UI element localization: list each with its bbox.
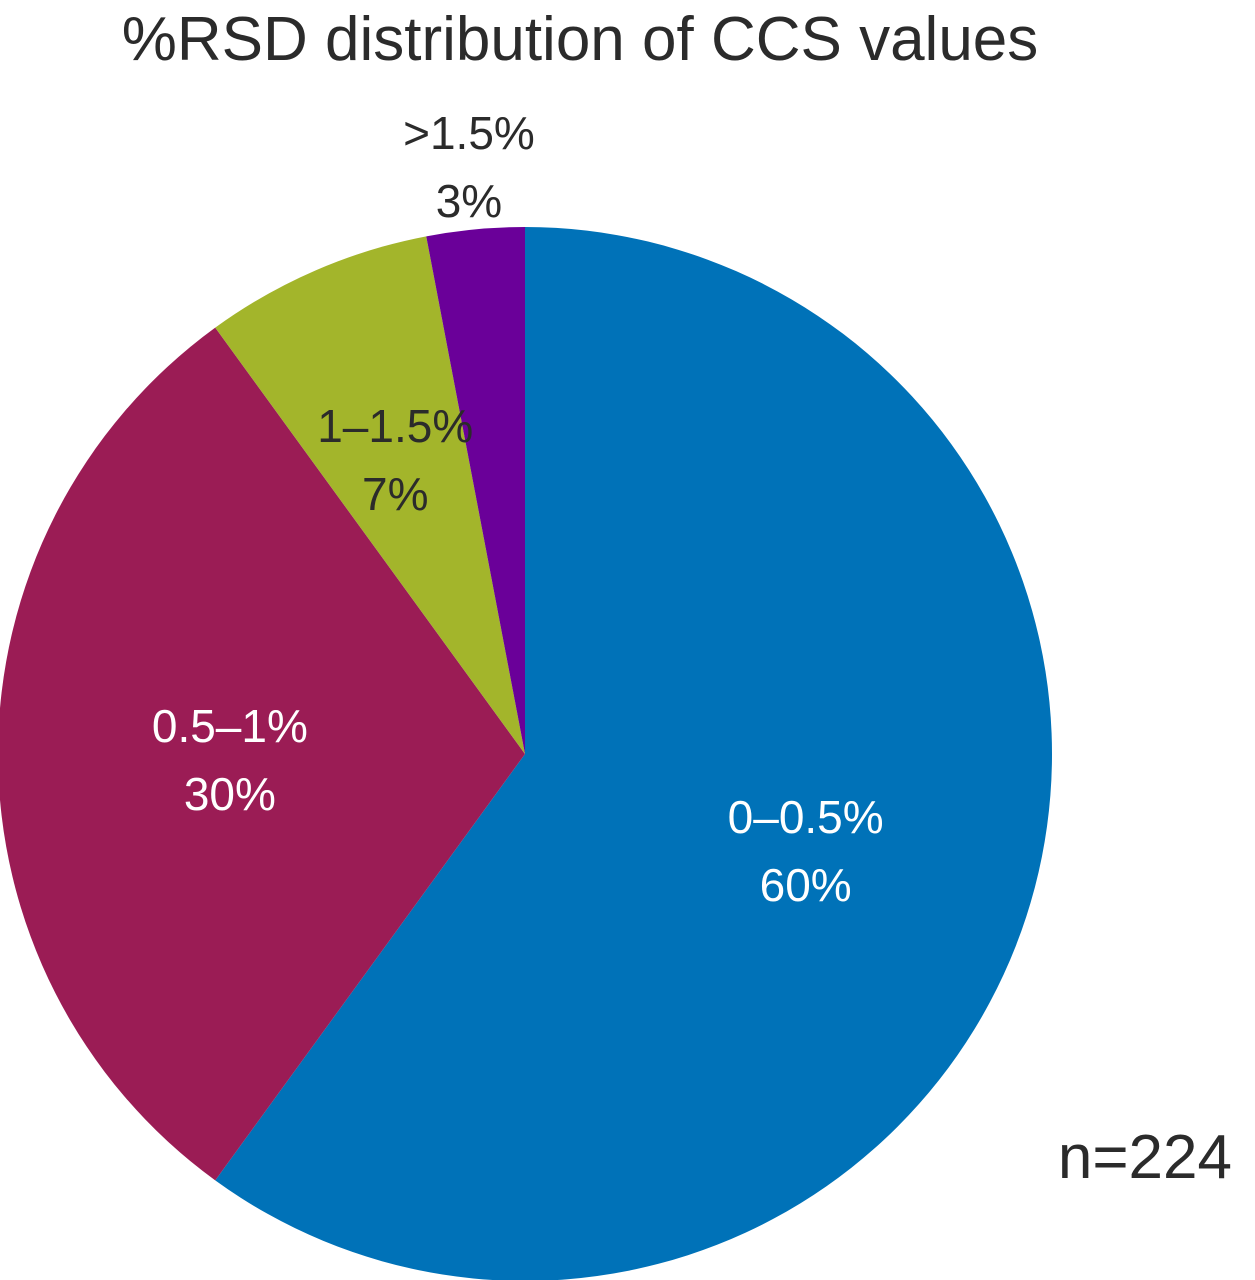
- chart-title: %RSD distribution of CCS values: [122, 5, 1039, 74]
- pie-slices: [0, 227, 1052, 1280]
- slice-value-label-0: 60%: [760, 859, 852, 911]
- slice-value-label-2: 7%: [362, 468, 428, 520]
- pie-slice-1: [0, 327, 525, 1181]
- slice-value-label-1: 30%: [184, 768, 276, 820]
- sample-size-annotation: n=224: [1058, 1123, 1232, 1192]
- slice-category-label-3: >1.5%: [403, 107, 535, 159]
- pie-slice-2: [215, 236, 525, 755]
- slice-category-label-1: 0.5–1%: [152, 700, 308, 752]
- pie-slice-3: [426, 227, 525, 754]
- slice-category-label-2: 1–1.5%: [317, 400, 473, 452]
- pie-slice-0: [215, 227, 1052, 1280]
- slice-labels: 0–0.5% 60% 0.5–1% 30% 1–1.5% 7% >1.5% 3%: [152, 107, 884, 911]
- slice-category-label-0: 0–0.5%: [728, 791, 884, 843]
- slice-value-label-3: 3%: [436, 175, 502, 227]
